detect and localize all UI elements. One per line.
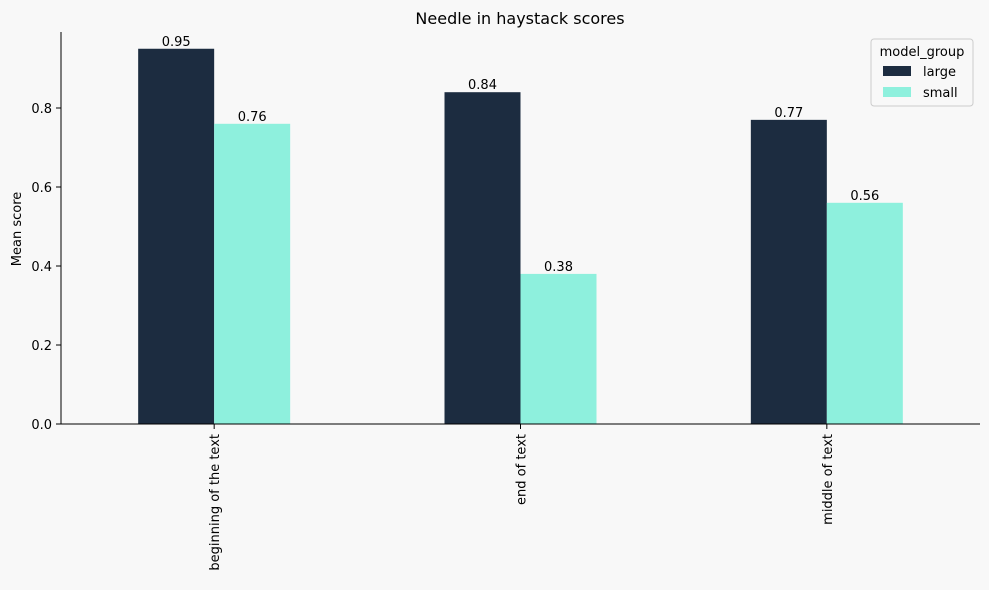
x-tick-label-0: beginning of the text: [208, 434, 223, 571]
legend-label-large: large: [923, 65, 956, 80]
legend-swatch-small: [883, 87, 911, 97]
bars-group: [138, 48, 903, 425]
data-label-small-1: 0.38: [544, 260, 573, 275]
legend-title: model_group: [880, 45, 965, 60]
bar-small-1: [520, 273, 597, 424]
data-label-large-1: 0.84: [468, 78, 497, 93]
y-tick-label-2: 0.4: [31, 260, 52, 275]
bar-large-0: [138, 48, 215, 424]
y-tick-label-0: 0.0: [31, 418, 52, 433]
legend-swatch-large: [883, 66, 911, 76]
legend: model_group large small: [870, 38, 974, 107]
y-axis-ticks: 0.0 0.2 0.4 0.6 0.8: [31, 102, 61, 433]
data-label-large-2: 0.77: [774, 106, 803, 121]
x-tick-label-1: end of text: [515, 434, 530, 505]
x-tick-label-2: middle of text: [821, 434, 836, 525]
bar-large-2: [750, 119, 827, 424]
y-tick-label-3: 0.6: [31, 181, 52, 196]
bar-small-0: [214, 123, 291, 425]
data-label-small-0: 0.76: [238, 110, 267, 125]
y-axis-label: Mean score: [10, 192, 25, 266]
data-label-large-0: 0.95: [162, 35, 191, 50]
legend-label-small: small: [923, 86, 958, 101]
chart-title: Needle in haystack scores: [415, 9, 624, 28]
bar-small-2: [826, 202, 903, 424]
x-axis-ticks: beginning of the text end of text middle o…: [208, 424, 836, 571]
y-tick-label-4: 0.8: [31, 102, 52, 117]
data-labels-group: 0.95 0.76 0.84 0.38 0.77 0.56: [162, 35, 880, 275]
bar-large-1: [444, 92, 521, 424]
y-tick-label-1: 0.2: [31, 339, 52, 354]
data-label-small-2: 0.56: [850, 189, 879, 204]
